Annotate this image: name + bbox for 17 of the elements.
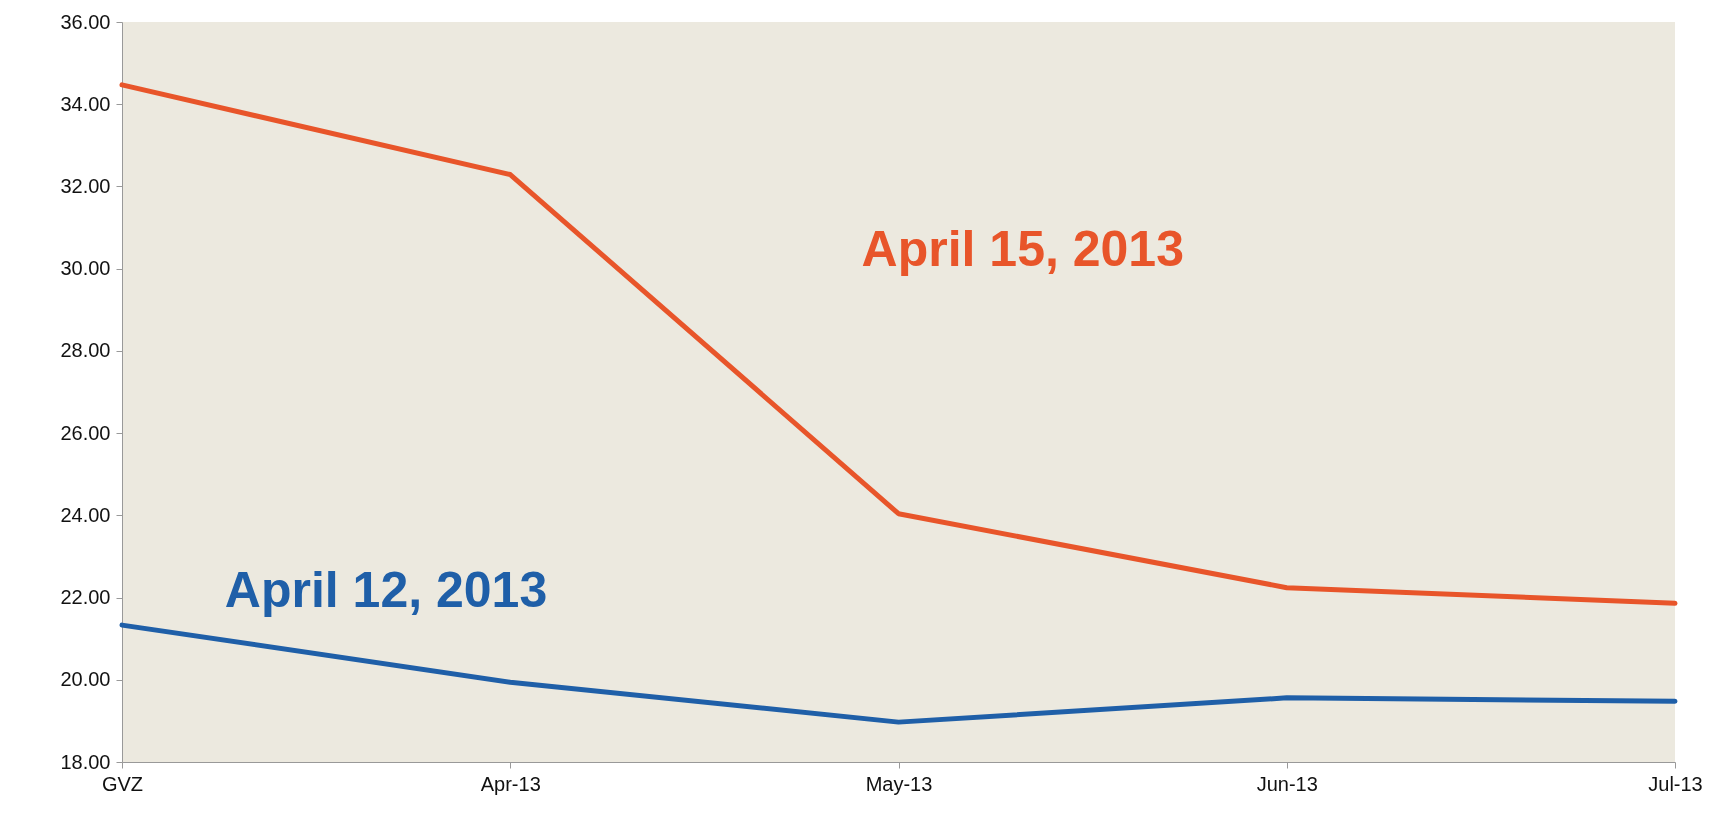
y-tick-label: 30.00: [60, 257, 111, 280]
y-tick-label: 34.00: [60, 92, 111, 115]
y-tick-label: 32.00: [60, 174, 111, 197]
text: April 15, 2013: [861, 221, 1184, 278]
y-tick-label: 20.00: [60, 668, 111, 691]
y-tick-label: 26.00: [60, 421, 111, 444]
x-tick-label: Apr-13: [480, 772, 541, 795]
y-tick-label: 22.00: [60, 586, 111, 609]
y-tick-label: 24.00: [60, 503, 111, 526]
y-tick-label: 36.00: [60, 10, 111, 33]
y-tick-label: 18.00: [60, 750, 111, 773]
series-label: April 12, 2013: [224, 561, 548, 618]
x-tick-label: Jun-13: [1256, 772, 1318, 795]
x-tick-label: Jul-13: [1648, 772, 1703, 795]
x-tick-label: May-13: [865, 772, 933, 795]
y-tick-label: 28.00: [60, 339, 111, 362]
x-tick-label: GVZ: [101, 772, 144, 795]
